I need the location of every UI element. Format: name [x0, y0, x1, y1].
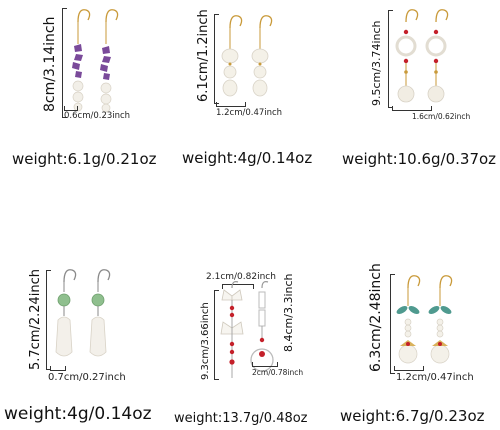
width-bracket: [64, 106, 78, 111]
width-bracket: [216, 102, 246, 107]
earrings-image: [55, 269, 111, 357]
weight-label: weight:10.6g/0.37oz: [342, 150, 497, 168]
top-width-label: 2.1cm/0.82inch: [206, 272, 276, 282]
width-label: 0.7cm/0.27inch: [48, 372, 126, 383]
width-label: 1.2cm/0.47inch: [396, 372, 474, 383]
length-bracket: [214, 290, 219, 380]
width-label: 1.2cm/0.47inch: [216, 108, 283, 118]
length-bracket: [62, 8, 67, 118]
width-bracket: [392, 106, 432, 111]
earrings-image: [396, 275, 453, 364]
weight-label: weight:6.1g/0.21oz: [12, 150, 157, 168]
width-bracket: [394, 366, 424, 371]
width-label: 2cm/0.78inch: [252, 368, 304, 377]
earrings-image: [220, 281, 274, 378]
length-label: 8cm/3.14inch: [42, 16, 58, 112]
length-label: 6.1cm/1.2inch: [196, 9, 211, 102]
length-bracket: [46, 270, 51, 370]
length-label: 5.7cm/2.24inch: [28, 268, 43, 370]
earrings-image: [221, 15, 273, 97]
weight-label: weight:4g/0.14oz: [182, 149, 313, 167]
width-bracket: [252, 362, 278, 367]
width-label: 0.6cm/0.23inch: [64, 111, 131, 121]
weight-label: weight:4g/0.14oz: [4, 404, 152, 424]
weight-label: weight:13.7g/0.48oz: [174, 411, 308, 426]
width-label: 1.6cm/0.62inch: [412, 112, 471, 121]
length-label: 6.3cm/2.48inch: [368, 263, 384, 372]
length-label: 9.3cm/3.66inch: [200, 302, 211, 380]
width-bracket: [50, 366, 66, 371]
length-bracket: [390, 274, 395, 374]
length-label: 9.5cm/3.74inch: [370, 20, 383, 106]
earrings-image: [395, 9, 449, 103]
earrings-image: [72, 9, 119, 113]
length-bracket: [388, 10, 393, 108]
weight-label: weight:6.7g/0.23oz: [340, 407, 485, 425]
